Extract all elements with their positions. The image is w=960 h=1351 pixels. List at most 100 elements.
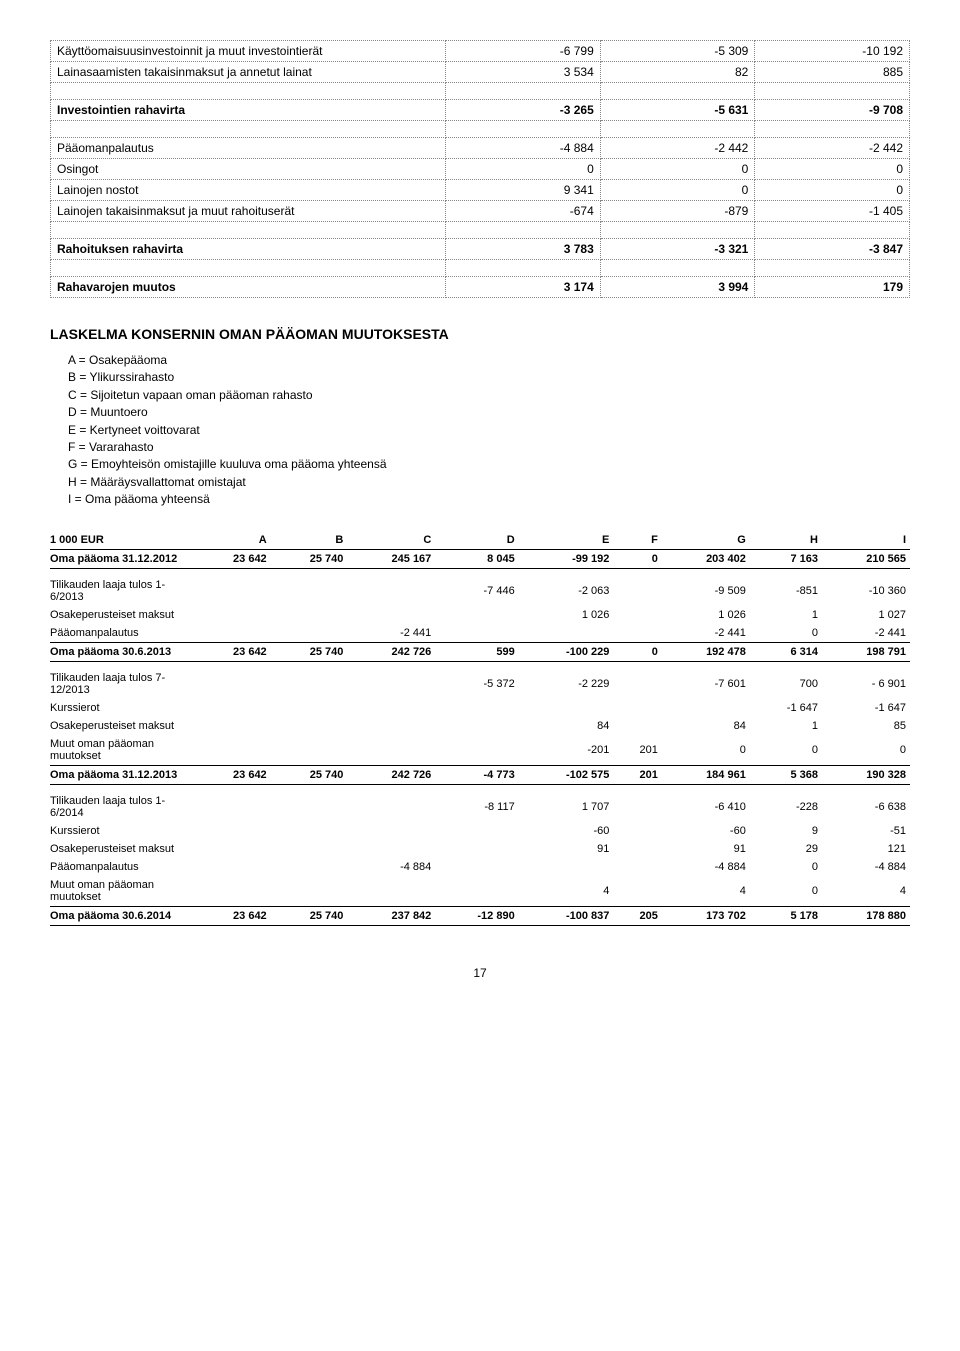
equity-row-label: Kurssierot xyxy=(50,699,194,717)
equity-cell: -4 884 xyxy=(822,858,910,876)
equity-cell: 203 402 xyxy=(662,549,750,568)
equity-cell xyxy=(435,717,518,735)
equity-cell: 1 xyxy=(750,606,822,624)
equity-cell: 1 707 xyxy=(519,784,614,822)
equity-cell: -60 xyxy=(662,822,750,840)
equity-col-header: G xyxy=(662,531,750,550)
equity-cell: -99 192 xyxy=(519,549,614,568)
equity-row-label: Oma pääoma 31.12.2012 xyxy=(50,549,194,568)
equity-row-label: Kurssierot xyxy=(50,822,194,840)
cashflow-value: -3 847 xyxy=(755,239,910,260)
equity-cell xyxy=(194,822,271,840)
equity-cell xyxy=(519,699,614,717)
equity-cell: 192 478 xyxy=(662,642,750,661)
equity-cell: 8 045 xyxy=(435,549,518,568)
equity-cell xyxy=(519,624,614,643)
equity-cell xyxy=(347,876,435,907)
definition-line: G = Emoyhteisön omistajille kuuluva oma … xyxy=(68,456,910,473)
cashflow-value xyxy=(600,121,755,138)
cashflow-value: -10 192 xyxy=(755,41,910,62)
equity-row-label: Tilikauden laaja tulos 1-6/2014 xyxy=(50,784,194,822)
equity-cell: -7 601 xyxy=(662,661,750,699)
equity-cell xyxy=(613,568,662,606)
cashflow-value: 0 xyxy=(600,159,755,180)
equity-cell: 210 565 xyxy=(822,549,910,568)
equity-cell xyxy=(271,624,348,643)
equity-cell xyxy=(435,699,518,717)
equity-cell: 121 xyxy=(822,840,910,858)
equity-cell xyxy=(347,735,435,766)
equity-cell: -10 360 xyxy=(822,568,910,606)
cashflow-value: -2 442 xyxy=(600,138,755,159)
equity-cell: 0 xyxy=(613,549,662,568)
equity-cell: 1 026 xyxy=(519,606,614,624)
equity-cell xyxy=(347,840,435,858)
equity-cell: 5 178 xyxy=(750,906,822,925)
equity-cell xyxy=(435,606,518,624)
equity-cell: 178 880 xyxy=(822,906,910,925)
equity-cell: 237 842 xyxy=(347,906,435,925)
equity-cell: -100 229 xyxy=(519,642,614,661)
page-number: 17 xyxy=(50,966,910,980)
equity-row-label: Tilikauden laaja tulos 7-12/2013 xyxy=(50,661,194,699)
equity-cell xyxy=(662,699,750,717)
equity-cell xyxy=(194,876,271,907)
equity-cell xyxy=(194,735,271,766)
equity-cell: -2 063 xyxy=(519,568,614,606)
equity-cell: 1 027 xyxy=(822,606,910,624)
equity-cell: -851 xyxy=(750,568,822,606)
equity-cell: -51 xyxy=(822,822,910,840)
equity-col-header: H xyxy=(750,531,822,550)
equity-cell xyxy=(613,840,662,858)
equity-cell: 0 xyxy=(750,624,822,643)
equity-col-header: I xyxy=(822,531,910,550)
equity-cell xyxy=(435,876,518,907)
equity-cell: -100 837 xyxy=(519,906,614,925)
cashflow-label: Rahavarojen muutos xyxy=(51,277,446,298)
equity-cell xyxy=(271,784,348,822)
cashflow-value: -3 321 xyxy=(600,239,755,260)
equity-cell xyxy=(194,606,271,624)
equity-cell xyxy=(194,699,271,717)
cashflow-value: 179 xyxy=(755,277,910,298)
cashflow-value: 3 994 xyxy=(600,277,755,298)
equity-cell xyxy=(271,858,348,876)
equity-cell: -1 647 xyxy=(822,699,910,717)
equity-cell xyxy=(347,661,435,699)
equity-cell xyxy=(613,858,662,876)
cashflow-value: 3 174 xyxy=(446,277,601,298)
equity-cell: 84 xyxy=(519,717,614,735)
equity-cell xyxy=(271,840,348,858)
equity-cell xyxy=(613,822,662,840)
equity-cell: -2 441 xyxy=(347,624,435,643)
equity-cell: -2 229 xyxy=(519,661,614,699)
definition-line: B = Ylikurssirahasto xyxy=(68,369,910,386)
equity-cell: -8 117 xyxy=(435,784,518,822)
equity-cell: 25 740 xyxy=(271,906,348,925)
equity-row-label: Tilikauden laaja tulos 1-6/2013 xyxy=(50,568,194,606)
equity-row-label: Pääomanpalautus xyxy=(50,858,194,876)
cashflow-value xyxy=(446,83,601,100)
cashflow-value: -1 405 xyxy=(755,201,910,222)
equity-row-label: Pääomanpalautus xyxy=(50,624,194,643)
cashflow-label xyxy=(51,222,446,239)
cashflow-value: 82 xyxy=(600,62,755,83)
equity-cell: 242 726 xyxy=(347,642,435,661)
equity-cell: 23 642 xyxy=(194,765,271,784)
equity-cell: -4 773 xyxy=(435,765,518,784)
equity-cell: -7 446 xyxy=(435,568,518,606)
equity-cell: 700 xyxy=(750,661,822,699)
cashflow-value: 885 xyxy=(755,62,910,83)
equity-row-label: Oma pääoma 30.6.2014 xyxy=(50,906,194,925)
cashflow-table: Käyttöomaisuusinvestoinnit ja muut inves… xyxy=(50,40,910,298)
equity-cell: 84 xyxy=(662,717,750,735)
definition-line: I = Oma pääoma yhteensä xyxy=(68,491,910,508)
equity-cell: 0 xyxy=(750,858,822,876)
equity-cell xyxy=(194,717,271,735)
equity-cell xyxy=(271,699,348,717)
equity-cell: 0 xyxy=(822,735,910,766)
equity-cell xyxy=(347,699,435,717)
equity-cell xyxy=(613,784,662,822)
equity-cell: 4 xyxy=(822,876,910,907)
equity-cell xyxy=(613,699,662,717)
